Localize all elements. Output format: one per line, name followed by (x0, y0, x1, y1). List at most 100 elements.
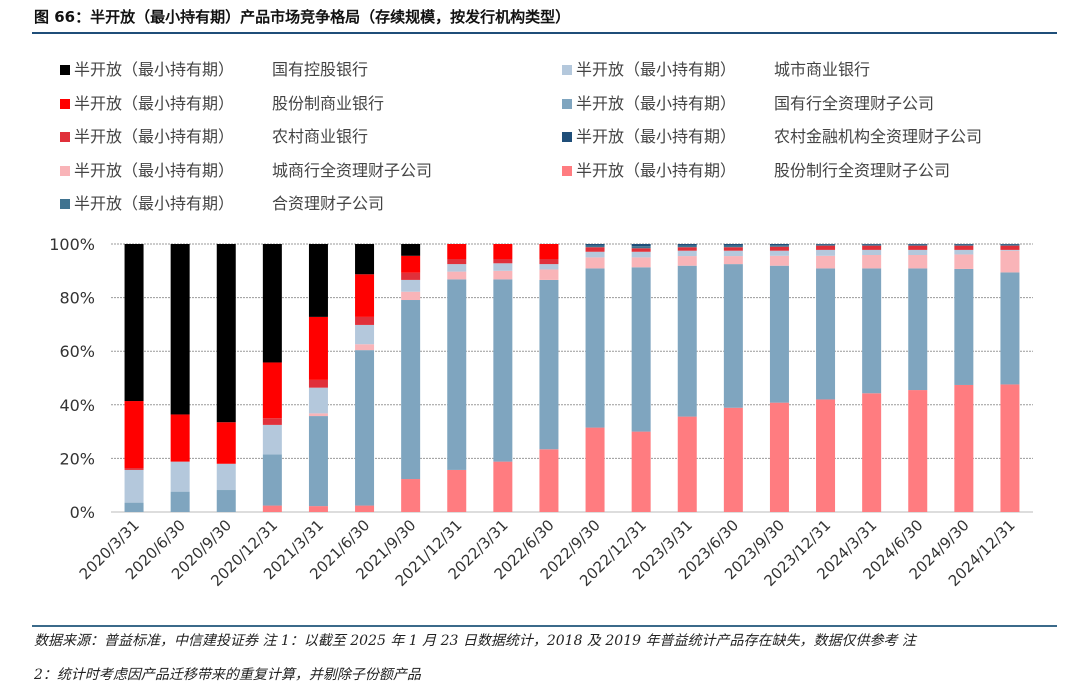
bar-segment (769, 265, 789, 403)
bar-segment (493, 244, 513, 260)
bar-segment (677, 256, 697, 266)
bar-segment (816, 244, 836, 245)
bar-segment (585, 427, 605, 512)
bar-segment (124, 468, 144, 470)
bar-segment (447, 271, 467, 280)
bar-segment (355, 350, 375, 506)
bar-segment (631, 244, 651, 247)
bar-segment (908, 245, 928, 250)
bar-segment (493, 279, 513, 462)
y-tick-label: 60% (59, 342, 95, 361)
bar-segment (216, 244, 236, 423)
bar-segment (954, 244, 974, 245)
bar-segment (585, 244, 605, 246)
bar-segment (539, 279, 559, 450)
bar-segment (1000, 384, 1020, 512)
bar-segment (816, 245, 836, 250)
bar-segment (908, 268, 928, 391)
legend-label: 城商行全资理财子公司 (272, 160, 433, 180)
legend-label: 城市商业银行 (774, 60, 871, 79)
bar-segment (769, 250, 789, 256)
bar-segment (677, 244, 697, 246)
bar-segment (308, 379, 328, 388)
bar-segment (677, 265, 697, 417)
bar-segment (677, 250, 697, 257)
bar-segment (539, 264, 559, 270)
bar-segment (216, 422, 236, 464)
bar-segment (493, 263, 513, 271)
bar-segment (124, 244, 144, 402)
bar-segment (1000, 244, 1020, 246)
legend-swatch (60, 165, 70, 176)
bar-segment (677, 245, 697, 248)
bar-segment (216, 463, 236, 491)
bar-segment (954, 245, 974, 250)
bar-segment (677, 247, 697, 251)
bar-segment (631, 246, 651, 249)
bar-segment (816, 244, 836, 246)
bar-segment (308, 316, 328, 380)
bar-segment (308, 416, 328, 507)
bar-segment (908, 244, 928, 246)
bar-segment (262, 362, 282, 419)
bar-segment (493, 270, 513, 280)
source-note-line1: 数据来源：普益标准，中信建投证券 注 1：以截至 2025 年 1 月 23 日… (34, 633, 916, 649)
bar-segment (816, 255, 836, 269)
bar-segment (401, 255, 421, 273)
bar-segment (1000, 250, 1020, 273)
bar-segment (585, 245, 605, 248)
bar-segment (447, 279, 467, 470)
bar-segment (862, 244, 882, 245)
legend-prefix: 半开放（最小持有期） (576, 60, 737, 79)
bar-segment (124, 401, 144, 469)
bar-segment (631, 431, 651, 512)
bar-segment (908, 254, 928, 269)
bar-segment (262, 505, 282, 512)
bar-segment (769, 245, 789, 247)
bar-segment (262, 424, 282, 455)
bar-segment (723, 407, 743, 512)
bar-segment (539, 449, 559, 512)
bar-segment (539, 269, 559, 280)
bar-segment (447, 259, 467, 265)
bar-segment (908, 249, 928, 255)
bar-segment (216, 490, 236, 512)
bar-segment (1000, 244, 1020, 245)
bar-segment (908, 390, 928, 512)
bar-segment (493, 461, 513, 512)
y-tick-label: 100% (49, 235, 95, 254)
bar-segment (769, 244, 789, 246)
bar-segment (401, 479, 421, 512)
bar-segment (723, 256, 743, 265)
bar-segment (262, 454, 282, 506)
bar-segment (401, 279, 421, 292)
bar-segment (723, 264, 743, 408)
bar-segment (631, 267, 651, 432)
bar-segment (170, 244, 190, 415)
bar-segment (308, 506, 328, 512)
bar-segment (816, 249, 836, 256)
legend-swatch (562, 98, 572, 109)
bar-segment (862, 393, 882, 512)
stacked-bar-chart: 0%20%40%60%80%100%2020/3/312020/6/302020… (49, 235, 1033, 590)
bar-segment (769, 246, 789, 251)
bar-segment (493, 259, 513, 264)
legend-swatch (60, 65, 70, 75)
y-tick-label: 20% (59, 449, 95, 468)
bar-segment (954, 244, 974, 246)
footer-divider (32, 625, 1057, 627)
bar-segment (862, 268, 882, 394)
bar-segment (816, 399, 836, 512)
source-note-line2: 2：统计时考虑因产品迁移带来的重复计算，并剔除子份额产品 (34, 667, 421, 683)
legend-prefix: 半开放（最小持有期） (74, 93, 235, 113)
y-tick-label: 40% (59, 396, 95, 415)
bar-segment (355, 505, 375, 512)
bar-segment (585, 251, 605, 258)
bar-segment (585, 257, 605, 269)
legend-label: 国有控股银行 (272, 60, 369, 79)
bar-segment (262, 418, 282, 425)
bar-segment (723, 245, 743, 248)
bar-segment (170, 414, 190, 462)
bar-segment (447, 264, 467, 272)
bar-segment (124, 502, 144, 512)
